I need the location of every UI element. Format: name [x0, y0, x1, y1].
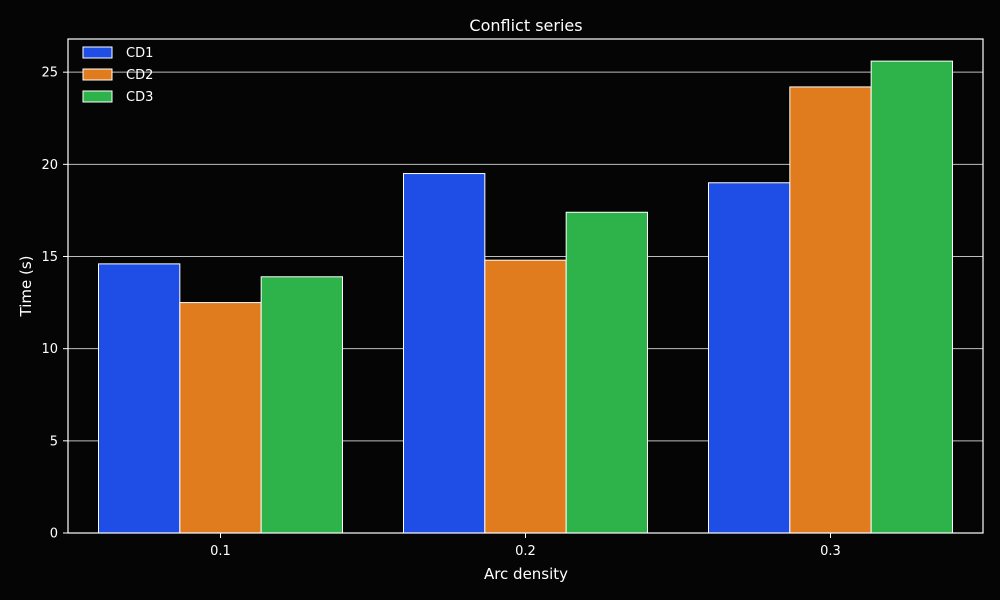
chart-title: Conflict series [469, 16, 582, 35]
legend-swatch-cd1 [82, 46, 113, 59]
legend-label-cd1: CD1 [126, 46, 153, 61]
x-axis-label: Arc density [484, 565, 568, 583]
legend-swatch-cd2 [82, 68, 113, 81]
bar-cd2-0.3 [789, 86, 872, 534]
bar-cd1-0.3 [708, 182, 791, 534]
legend-swatch-cd3 [82, 90, 113, 103]
y-tick-label: 10 [41, 342, 58, 357]
bar-cd1-0.1 [98, 263, 181, 534]
y-tick-label: 0 [50, 527, 58, 542]
x-tick-label: 0.3 [820, 544, 841, 559]
bar-cd2-0.2 [484, 259, 567, 534]
bars [98, 60, 954, 534]
legend-label-cd2: CD2 [126, 68, 153, 83]
y-tick-label: 15 [41, 250, 58, 265]
bar-cd3-0.3 [870, 60, 954, 534]
x-tick-label: 0.1 [210, 544, 231, 559]
bar-cd3-0.1 [260, 276, 343, 534]
bar-cd2-0.1 [179, 302, 262, 534]
bar-cd1-0.2 [403, 173, 486, 534]
legend: CD1 CD2 CD3 [82, 46, 153, 105]
y-ticks: 0 5 10 15 20 25 [41, 66, 68, 542]
x-ticks: 0.1 0.2 0.3 [210, 533, 841, 559]
x-tick-label: 0.2 [515, 544, 536, 559]
y-tick-label: 25 [41, 66, 58, 81]
bar-cd3-0.2 [565, 211, 649, 534]
y-tick-label: 5 [50, 434, 58, 449]
y-axis-label: Time (s) [17, 256, 35, 318]
y-tick-label: 20 [41, 158, 58, 173]
legend-label-cd3: CD3 [126, 90, 153, 105]
